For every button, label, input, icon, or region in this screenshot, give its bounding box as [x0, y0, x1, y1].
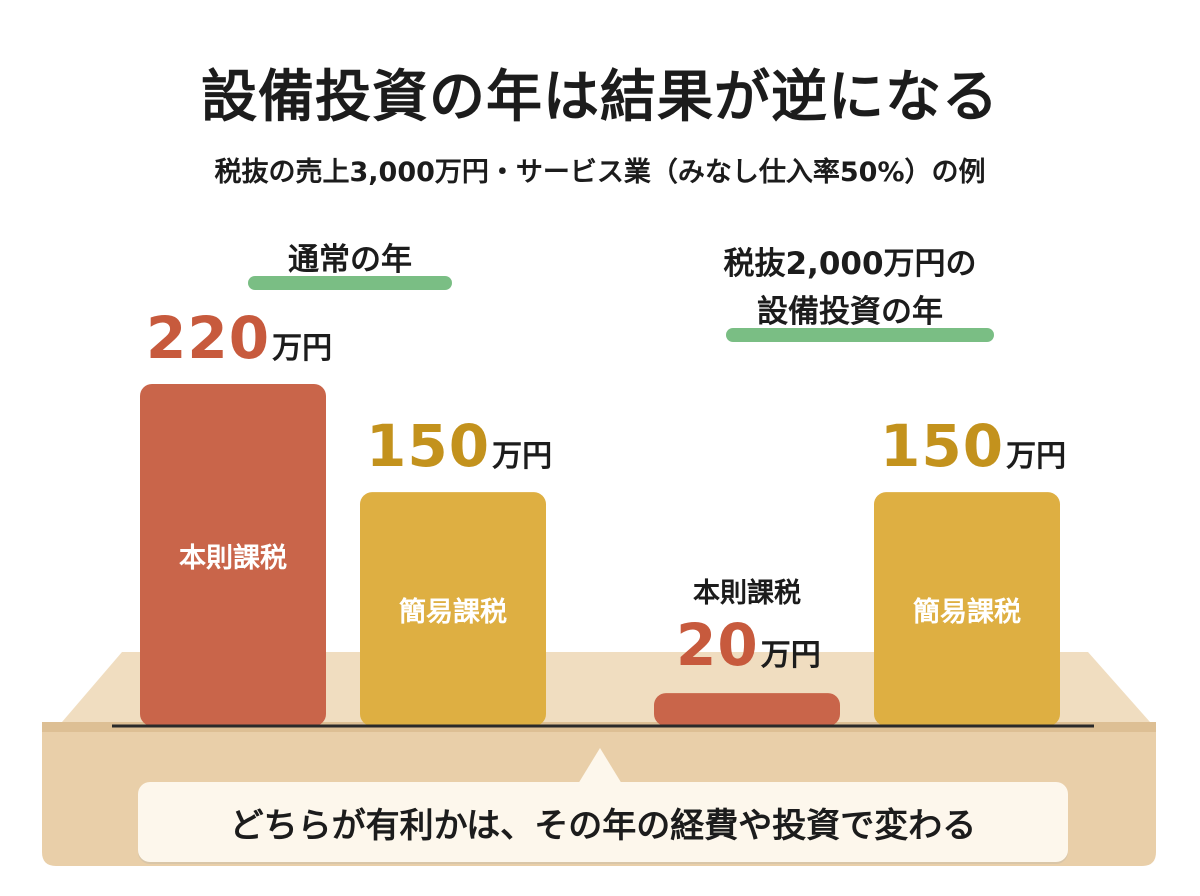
bar-series-label: 本則課税 [179, 543, 287, 574]
group-label-line: 税抜2,000万円の [723, 246, 977, 282]
value-number: 220 [146, 304, 271, 372]
value-unit: 万円 [1006, 439, 1067, 475]
bar-value-label: 20万円 [676, 611, 821, 679]
value-unit: 万円 [272, 331, 333, 366]
bar-kanni [360, 492, 546, 726]
chart-subtitle: 税抜の売上3,000万円・サービス業（みなし仕入率50%）の例 [214, 157, 986, 188]
bar-kanni [874, 492, 1060, 726]
bar-value-label: 220万円 [146, 304, 332, 372]
bar-honsoku [140, 384, 326, 726]
bar-series-label: 本則課税 [693, 578, 801, 610]
conclusion-callout: どちらが有利かは、その年の経費や投資で変わる [138, 782, 1068, 862]
callout-pointer [578, 748, 622, 784]
bar-series-label: 簡易課税 [399, 597, 507, 629]
group-label-normal-year: 通常の年 [248, 236, 452, 290]
group-label-line: 設備投資の年 [757, 294, 943, 330]
group-label-investment-year: 税抜2,000万円の 設備投資の年 [700, 240, 1000, 342]
bar-honsoku [654, 693, 840, 726]
group-label-line: 通常の年 [288, 242, 412, 278]
value-number: 20 [676, 611, 759, 680]
bars-layer [140, 384, 1060, 726]
bar-series-label: 簡易課税 [913, 597, 1021, 629]
value-number: 150 [880, 412, 1005, 481]
bar-value-label: 150万円 [366, 412, 552, 480]
value-unit: 万円 [760, 638, 821, 674]
chart-title: 設備投資の年は結果が逆になる [201, 65, 999, 130]
bar-value-label: 150万円 [880, 412, 1066, 480]
value-number: 150 [366, 412, 491, 481]
value-unit: 万円 [492, 439, 553, 475]
